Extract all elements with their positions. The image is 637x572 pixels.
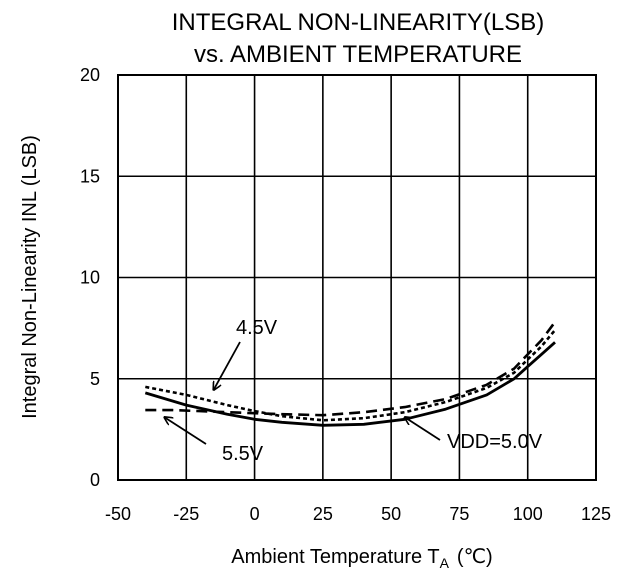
x-tick-label: -25 <box>173 504 199 524</box>
y-axis-label: Integral Non-Linearity INL (LSB) <box>19 135 41 419</box>
y-tick-label: 20 <box>80 65 100 85</box>
series-line-0 <box>144 341 556 427</box>
x-tick-label: 25 <box>313 504 333 524</box>
x-tick-label: 0 <box>250 504 260 524</box>
y-tick-label: 15 <box>80 166 100 186</box>
x-tick-label: 125 <box>581 504 611 524</box>
x-axis-ticks: -50 -25 0 25 50 75 100 125 <box>105 504 611 524</box>
x-tick-label: -50 <box>105 504 131 524</box>
y-axis-ticks: 0 5 10 15 20 <box>80 65 100 490</box>
x-axis-label-subscript: A <box>440 555 450 571</box>
annotation-label: VDD=5.0V <box>447 431 543 453</box>
chart-title: INTEGRAL NON-LINEARITY(LSB) vs. AMBIENT … <box>172 9 545 68</box>
x-tick-label: 75 <box>449 504 469 524</box>
plot-frame <box>117 74 597 481</box>
x-axis-label-unit: (℃) <box>457 546 493 568</box>
annotation-arrow <box>214 341 241 390</box>
x-axis-label-main: Ambient Temperature T <box>231 546 439 568</box>
annotations: 4.5V 5.5V VDD=5.0V <box>164 317 543 465</box>
x-tick-label: 50 <box>381 504 401 524</box>
annotation-arrow <box>164 417 207 445</box>
x-tick-label: 100 <box>513 504 543 524</box>
y-tick-label: 0 <box>90 470 100 490</box>
series-line-1 <box>145 329 556 422</box>
chart-title-line-1: INTEGRAL NON-LINEARITY(LSB) <box>172 9 545 36</box>
y-tick-label: 10 <box>80 268 100 288</box>
chart-title-line-2: vs. AMBIENT TEMPERATURE <box>194 41 522 68</box>
annotation-label: 4.5V <box>236 317 278 339</box>
grid <box>117 74 597 481</box>
annotation-label: 5.5V <box>222 443 264 465</box>
y-tick-label: 5 <box>90 369 100 389</box>
series-lines <box>144 321 557 427</box>
x-axis-label: Ambient Temperature TA (℃) <box>231 546 492 571</box>
annotation-arrow <box>405 417 441 441</box>
